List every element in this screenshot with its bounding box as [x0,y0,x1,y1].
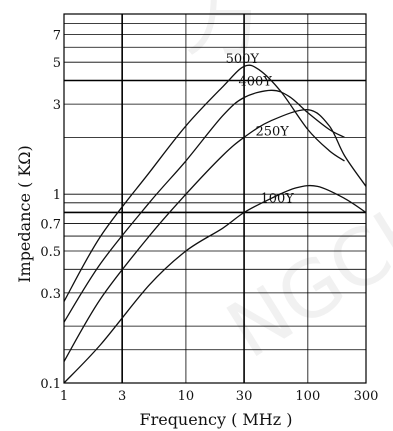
x-tick-label: 100 [295,389,320,404]
y-tick-label: 7 [53,29,61,44]
series-label-400y: 400Y [238,75,272,90]
y-tick-label: 5 [53,56,61,71]
x-tick-label: 30 [236,389,253,404]
series-label-250y: 250Y [255,124,289,139]
y-tick-labels: 0.1 0.3 0.5 0.7 1 3 5 7 [40,29,61,392]
series-line-400y [63,89,345,323]
y-tick-label: 0.3 [40,287,61,302]
x-tick-label: 3 [118,389,126,404]
y-axis-label: Impedance ( KΩ) [15,145,34,283]
watermark-glyph: 万 [185,0,263,67]
series-label-100y: 100Y [260,191,294,206]
series-group [63,64,367,384]
x-tick-label: 10 [178,389,195,404]
series-label-500y: 500Y [226,52,260,67]
y-tick-label: 0.1 [40,377,61,392]
plot-frame [63,13,367,384]
series-labels: 500Y 400Y 250Y 100Y [226,52,295,206]
x-tick-label: 300 [354,389,379,404]
series-line-250y [63,109,367,362]
x-tick-label: 1 [60,389,68,404]
y-tick-label: 1 [53,188,61,203]
x-tick-labels: 1 3 10 30 100 300 [60,389,379,404]
y-tick-label: 0.5 [40,245,61,260]
y-tick-label: 0.7 [40,217,61,232]
series-line-500y [63,64,345,302]
y-tick-label: 3 [53,98,61,113]
series-line-100y [63,184,367,384]
x-axis-label: Frequency ( MHz ) [139,410,292,429]
